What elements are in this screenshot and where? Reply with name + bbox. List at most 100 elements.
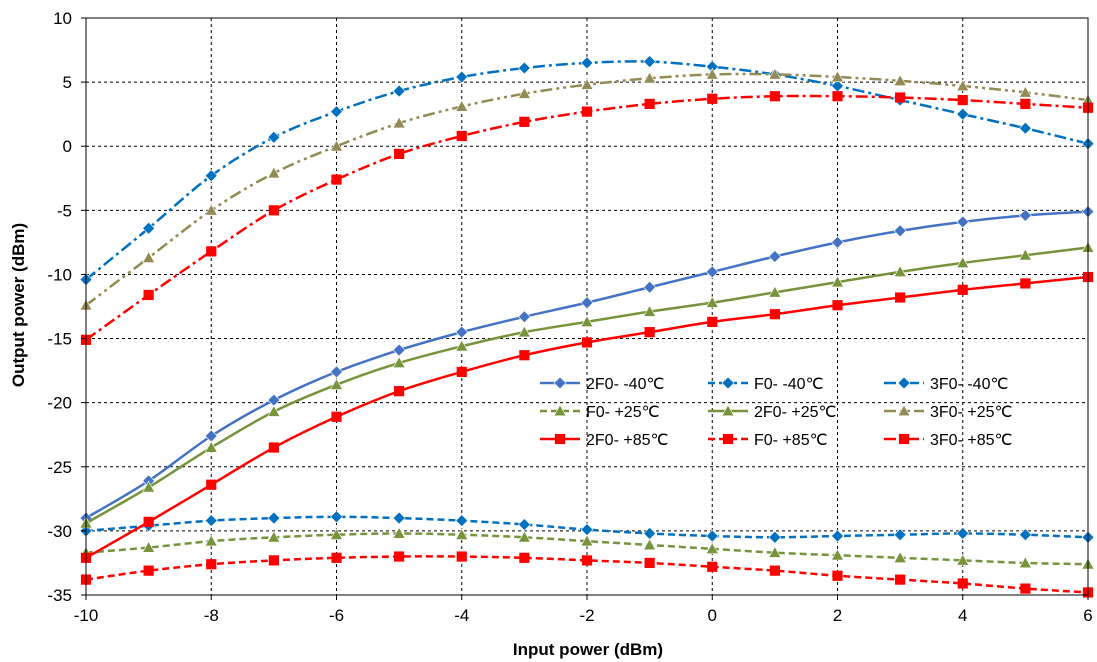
data-point (394, 148, 405, 160)
data-point (893, 551, 907, 563)
data-point (392, 116, 406, 129)
data-point (581, 337, 593, 348)
data-point (956, 215, 970, 229)
data-point (142, 221, 156, 235)
data-point (769, 91, 780, 102)
data-point (1020, 278, 1031, 289)
data-point (705, 529, 719, 543)
data-point (392, 343, 406, 357)
series-line (85, 210, 1089, 520)
data-point (643, 538, 657, 551)
series-layer (79, 55, 1095, 598)
data-point (830, 548, 845, 561)
legend-label: 2F0- +25℃ (754, 404, 836, 421)
series-4 (79, 240, 1095, 529)
data-point (832, 570, 843, 581)
data-point (1018, 85, 1032, 98)
data-point (143, 289, 154, 301)
data-point (956, 553, 970, 566)
data-point (957, 94, 968, 106)
x-tick-label: 0 (708, 606, 717, 625)
legend-marker (553, 376, 567, 390)
data-point (394, 386, 405, 397)
data-point (455, 339, 469, 352)
series-0 (79, 205, 1095, 525)
data-point (893, 224, 907, 238)
data-point (956, 79, 970, 92)
data-point (267, 130, 281, 144)
y-tick-label: -5 (57, 201, 72, 220)
data-point (643, 527, 657, 540)
data-point (769, 565, 780, 576)
data-point (831, 235, 844, 249)
data-point (830, 70, 845, 83)
data-point (895, 574, 906, 585)
legend-marker (898, 433, 910, 445)
data-point (580, 296, 594, 310)
legend-marker (721, 404, 735, 417)
data-point (580, 56, 594, 70)
data-point (705, 265, 719, 279)
y-tick-label: -10 (47, 265, 72, 284)
data-point (832, 300, 843, 311)
data-point (1020, 98, 1031, 110)
data-point (456, 551, 467, 562)
data-point (143, 516, 154, 528)
data-point (643, 280, 657, 294)
data-point (644, 327, 655, 338)
data-point (830, 275, 845, 288)
legend-marker (721, 376, 735, 390)
series-line (85, 72, 1089, 307)
series-8 (80, 91, 1094, 345)
data-point (206, 246, 217, 257)
data-point (268, 555, 279, 566)
x-axis-title: Input power (dBm) (513, 640, 663, 659)
data-point (1018, 121, 1032, 135)
data-point (330, 105, 343, 119)
data-point (831, 529, 844, 543)
data-point (204, 440, 218, 453)
data-point (331, 174, 342, 185)
data-point (895, 292, 906, 303)
data-point (330, 510, 343, 524)
data-point (455, 528, 469, 540)
y-tick-label: -20 (47, 394, 72, 413)
data-point (1018, 556, 1032, 569)
data-point (267, 393, 281, 407)
data-point (331, 552, 342, 563)
data-point (268, 442, 279, 453)
x-tick-label: -8 (204, 606, 219, 625)
data-point (644, 98, 655, 110)
data-point (204, 534, 218, 547)
series-line (85, 275, 1089, 559)
data-point (206, 479, 217, 490)
y-tick-label: -15 (47, 330, 72, 349)
series-1 (79, 510, 1095, 544)
data-point (1018, 528, 1032, 542)
series-5 (79, 67, 1095, 311)
data-point (267, 530, 281, 543)
data-point (580, 78, 594, 90)
data-point (769, 309, 780, 320)
data-point (517, 61, 531, 75)
data-point (519, 552, 530, 563)
legend-entry: F0- +25℃ (540, 404, 660, 421)
data-point (956, 107, 970, 121)
legend-entry: F0- -40℃ (708, 376, 824, 393)
data-point (394, 551, 405, 562)
data-point (204, 514, 218, 528)
data-point (330, 365, 343, 379)
legend-label: F0- -40℃ (754, 376, 824, 393)
x-tick-label: -6 (329, 606, 344, 625)
y-tick-label: 10 (53, 9, 72, 28)
data-point (455, 325, 469, 339)
series-line (85, 246, 1089, 525)
x-tick-label: 2 (833, 606, 842, 625)
data-point (392, 356, 406, 369)
legend-entry: 3F0- +85℃ (884, 432, 1012, 449)
data-point (956, 256, 970, 269)
legend-entry: F0- +85℃ (708, 432, 828, 449)
data-point (517, 325, 531, 338)
